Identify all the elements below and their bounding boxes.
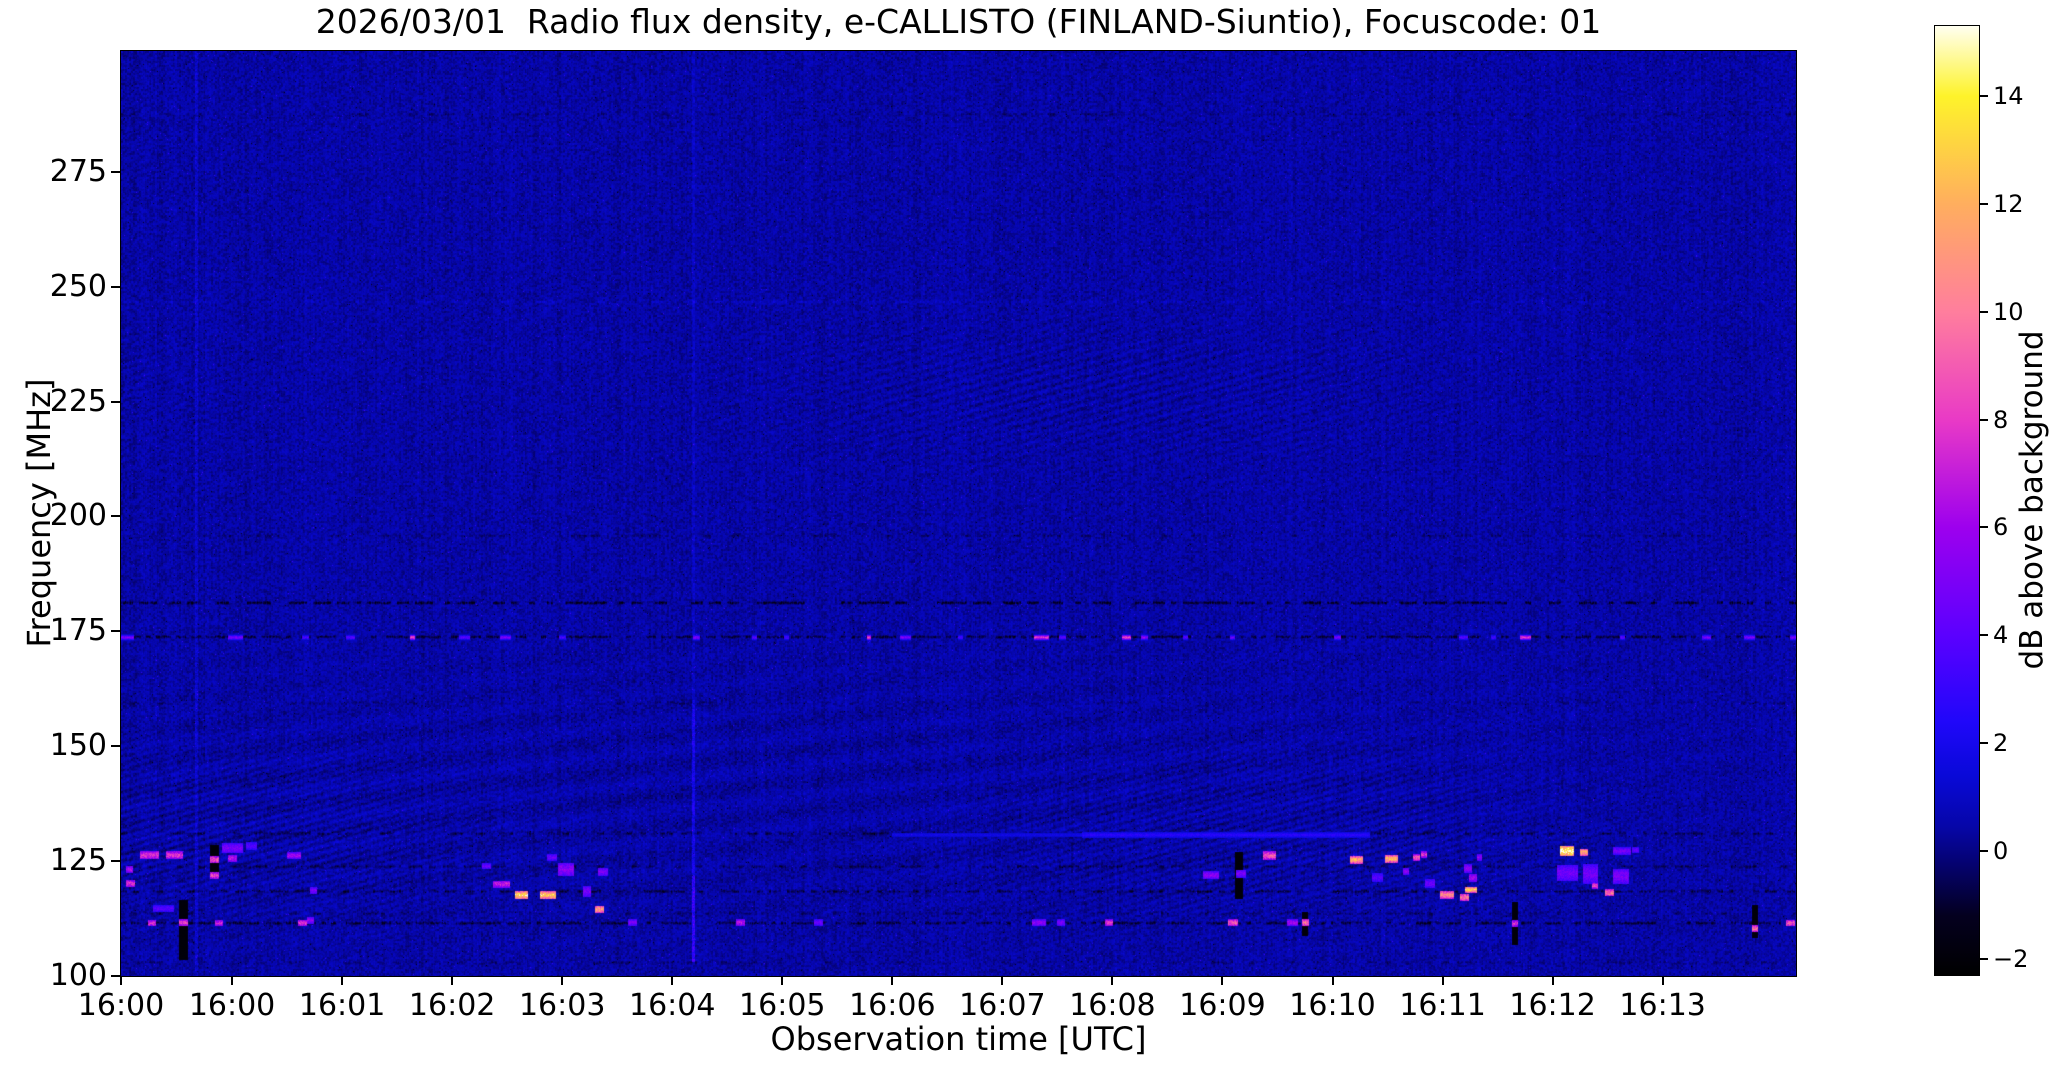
- x-tick-label: 16:10: [1289, 988, 1376, 1023]
- x-tick-label: 16:13: [1619, 988, 1706, 1023]
- x-tick-mark: [231, 976, 234, 985]
- y-tick-mark: [111, 285, 120, 288]
- x-tick-label: 16:02: [408, 988, 496, 1023]
- colorbar-tick-label: 12: [1993, 189, 2024, 218]
- spectrogram-canvas: [121, 51, 1796, 976]
- x-tick-mark: [781, 976, 784, 985]
- x-tick-mark: [120, 976, 122, 985]
- x-tick-label: 16:08: [1069, 988, 1156, 1023]
- colorbar-tick-label: 10: [1993, 297, 2024, 326]
- x-axis-label: Observation time [UTC]: [770, 1020, 1147, 1058]
- colorbar-tick-label: 4: [1993, 621, 2009, 650]
- x-tick-mark: [1331, 976, 1334, 985]
- y-tick-mark: [111, 400, 120, 403]
- colorbar-tick-mark: [1980, 310, 1988, 313]
- x-tick-label: 16:07: [959, 988, 1046, 1023]
- y-tick-label: 275: [49, 153, 107, 189]
- colorbar: [1934, 25, 1980, 976]
- y-tick-label: 125: [49, 843, 107, 879]
- x-tick-mark: [1441, 976, 1444, 985]
- y-tick-mark: [111, 630, 120, 633]
- x-tick-label: 16:05: [739, 988, 826, 1023]
- colorbar-tick-mark: [1980, 742, 1988, 745]
- colorbar-label: dB above background: [2014, 330, 2050, 670]
- x-tick-label: 16:03: [518, 988, 606, 1023]
- chart-title: 2026/03/01 Radio flux density, e-CALLIST…: [315, 2, 1602, 41]
- x-tick-mark: [341, 976, 344, 985]
- y-tick-mark: [111, 860, 120, 863]
- x-tick-label: 16:04: [629, 988, 716, 1023]
- y-tick-mark: [111, 745, 120, 748]
- colorbar-tick-label: 8: [1993, 405, 2009, 434]
- x-tick-mark: [561, 976, 564, 985]
- y-tick-mark: [111, 975, 120, 977]
- x-tick-mark: [891, 976, 894, 985]
- colorbar-tick-mark: [1980, 418, 1988, 421]
- y-tick-label: 100: [49, 958, 107, 993]
- x-tick-mark: [1111, 976, 1114, 985]
- y-tick-label: 250: [49, 268, 107, 304]
- y-tick-mark: [111, 515, 120, 518]
- colorbar-gradient: [1935, 26, 1979, 975]
- colorbar-tick-label: 6: [1993, 513, 2009, 542]
- colorbar-tick-mark: [1980, 202, 1988, 205]
- x-tick-label: 16:01: [298, 988, 386, 1023]
- colorbar-tick-label: 14: [1993, 82, 2024, 111]
- x-tick-label: 16:11: [1399, 988, 1486, 1023]
- x-tick-mark: [451, 976, 454, 985]
- plot-area: [120, 50, 1797, 977]
- x-tick-mark: [1551, 976, 1554, 985]
- x-tick-mark: [1221, 976, 1224, 985]
- y-tick-mark: [111, 170, 120, 173]
- y-tick-label: 175: [49, 613, 107, 649]
- colorbar-tick-label: −2: [1993, 944, 2029, 973]
- x-tick-mark: [1661, 976, 1664, 985]
- x-tick-label: 16:06: [849, 988, 936, 1023]
- colorbar-tick-mark: [1980, 95, 1988, 98]
- colorbar-tick-mark: [1980, 634, 1988, 637]
- y-tick-label: 150: [49, 728, 107, 764]
- x-tick-label: 16:00: [77, 988, 165, 1023]
- colorbar-tick-mark: [1980, 849, 1988, 852]
- x-tick-mark: [671, 976, 674, 985]
- colorbar-tick-mark: [1980, 526, 1988, 529]
- y-tick-label: 225: [49, 383, 107, 419]
- colorbar-tick-label: 0: [1993, 836, 2009, 865]
- x-tick-label: 16:12: [1509, 988, 1596, 1023]
- y-tick-label: 200: [49, 498, 107, 534]
- x-tick-label: 16:00: [188, 988, 276, 1023]
- colorbar-tick-label: 2: [1993, 729, 2009, 758]
- x-tick-label: 16:09: [1179, 988, 1266, 1023]
- y-axis-label: Frequency [MHz]: [20, 378, 58, 648]
- x-tick-mark: [1001, 976, 1004, 985]
- colorbar-tick-mark: [1980, 957, 1988, 960]
